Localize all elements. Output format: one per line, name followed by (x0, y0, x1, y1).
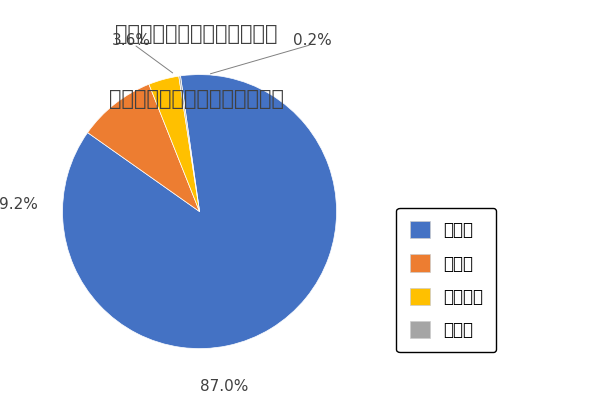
Legend: 静岡県, 宮城県, 神奈川県, その他: 静岡県, 宮城県, 神奈川県, その他 (396, 208, 496, 352)
Text: 9.2%: 9.2% (0, 197, 38, 212)
Wedge shape (88, 84, 200, 212)
Wedge shape (63, 75, 336, 349)
Text: びんなが（冷凍）上場水揚量: びんなが（冷凍）上場水揚量 (115, 24, 278, 44)
Wedge shape (179, 76, 200, 212)
Wedge shape (149, 76, 200, 212)
Text: 全国に占める割合（令和３年）: 全国に占める割合（令和３年） (109, 89, 284, 109)
Text: 3.6%: 3.6% (112, 33, 150, 48)
Text: 0.2%: 0.2% (292, 33, 332, 48)
Text: 87.0%: 87.0% (200, 380, 249, 395)
